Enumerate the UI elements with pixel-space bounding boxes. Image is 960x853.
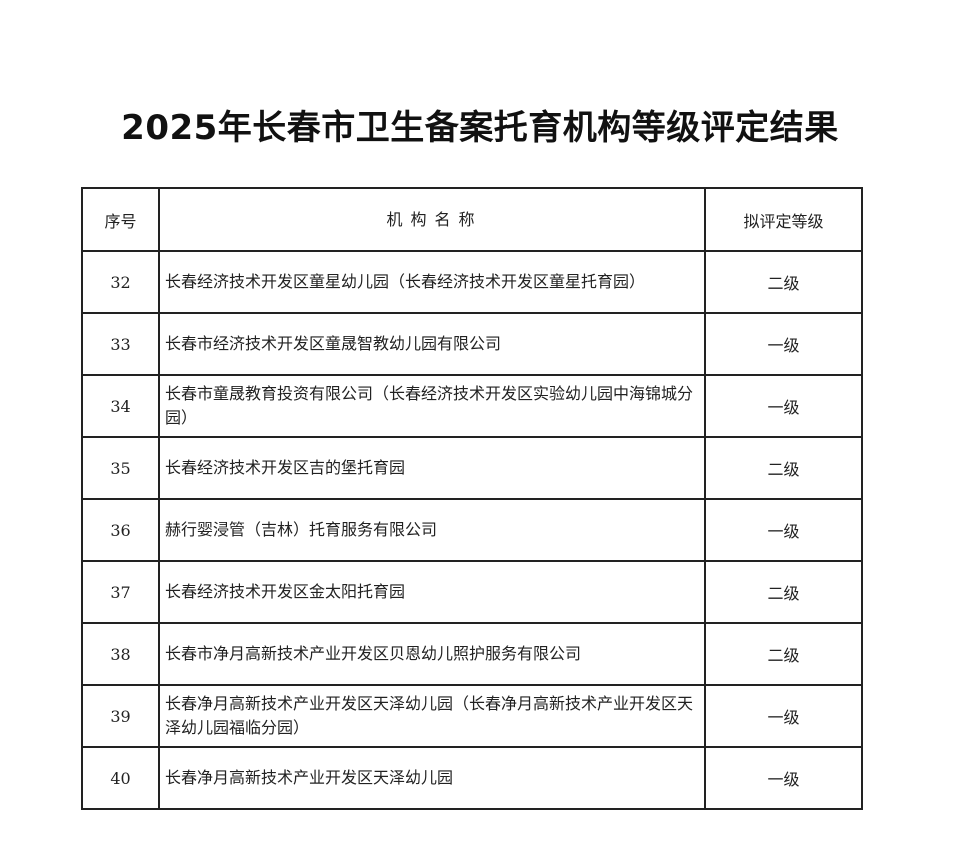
header-number: 序号: [81, 187, 160, 252]
row-institution-name: 长春市童晟教育投资有限公司（长春经济技术开发区实验幼儿园中海锦城分园）: [158, 374, 706, 438]
row-level: 一级: [704, 746, 863, 810]
row-institution-name: 长春净月高新技术产业开发区天泽幼儿园: [158, 746, 706, 810]
table-row: 34 长春市童晟教育投资有限公司（长春经济技术开发区实验幼儿园中海锦城分园） 一级: [81, 374, 863, 438]
table-row: 38 长春市净月高新技术产业开发区贝恩幼儿照护服务有限公司 二级: [81, 622, 863, 686]
table-row: 36 赫行婴浸管（吉林）托育服务有限公司 一级: [81, 498, 863, 562]
row-number: 32: [81, 250, 160, 314]
row-institution-name: 长春市净月高新技术产业开发区贝恩幼儿照护服务有限公司: [158, 622, 706, 686]
row-number: 39: [81, 684, 160, 748]
results-table: 序号 机构名称 拟评定等级 32 长春经济技术开发区童星幼儿园（长春经济技术开发区…: [81, 187, 863, 810]
row-level: 二级: [704, 436, 863, 500]
row-number: 35: [81, 436, 160, 500]
table-row: 40 长春净月高新技术产业开发区天泽幼儿园 一级: [81, 746, 863, 810]
row-institution-name: 长春经济技术开发区金太阳托育园: [158, 560, 706, 624]
table-row: 33 长春市经济技术开发区童晟智教幼儿园有限公司 一级: [81, 312, 863, 376]
row-number: 34: [81, 374, 160, 438]
row-institution-name: 长春经济技术开发区吉的堡托育园: [158, 436, 706, 500]
row-number: 37: [81, 560, 160, 624]
row-level: 一级: [704, 684, 863, 748]
row-level: 一级: [704, 312, 863, 376]
page-title: 2025年长春市卫生备案托育机构等级评定结果: [121, 108, 839, 148]
header-level: 拟评定等级: [704, 187, 863, 252]
row-level: 二级: [704, 622, 863, 686]
row-number: 33: [81, 312, 160, 376]
row-level: 一级: [704, 374, 863, 438]
row-number: 40: [81, 746, 160, 810]
table-row: 32 长春经济技术开发区童星幼儿园（长春经济技术开发区童星托育园） 二级: [81, 250, 863, 314]
row-level: 二级: [704, 560, 863, 624]
row-institution-name: 赫行婴浸管（吉林）托育服务有限公司: [158, 498, 706, 562]
row-institution-name: 长春市经济技术开发区童晟智教幼儿园有限公司: [158, 312, 706, 376]
table-row: 37 长春经济技术开发区金太阳托育园 二级: [81, 560, 863, 624]
row-number: 38: [81, 622, 160, 686]
row-number: 36: [81, 498, 160, 562]
row-level: 一级: [704, 498, 863, 562]
row-level: 二级: [704, 250, 863, 314]
table-row: 39 长春净月高新技术产业开发区天泽幼儿园（长春净月高新技术产业开发区天泽幼儿园福…: [81, 684, 863, 748]
table-header-row: 序号 机构名称 拟评定等级: [81, 187, 863, 252]
table-row: 35 长春经济技术开发区吉的堡托育园 二级: [81, 436, 863, 500]
row-institution-name: 长春净月高新技术产业开发区天泽幼儿园（长春净月高新技术产业开发区天泽幼儿园福临分…: [158, 684, 706, 748]
row-institution-name: 长春经济技术开发区童星幼儿园（长春经济技术开发区童星托育园）: [158, 250, 706, 314]
header-institution-name: 机构名称: [158, 187, 706, 252]
